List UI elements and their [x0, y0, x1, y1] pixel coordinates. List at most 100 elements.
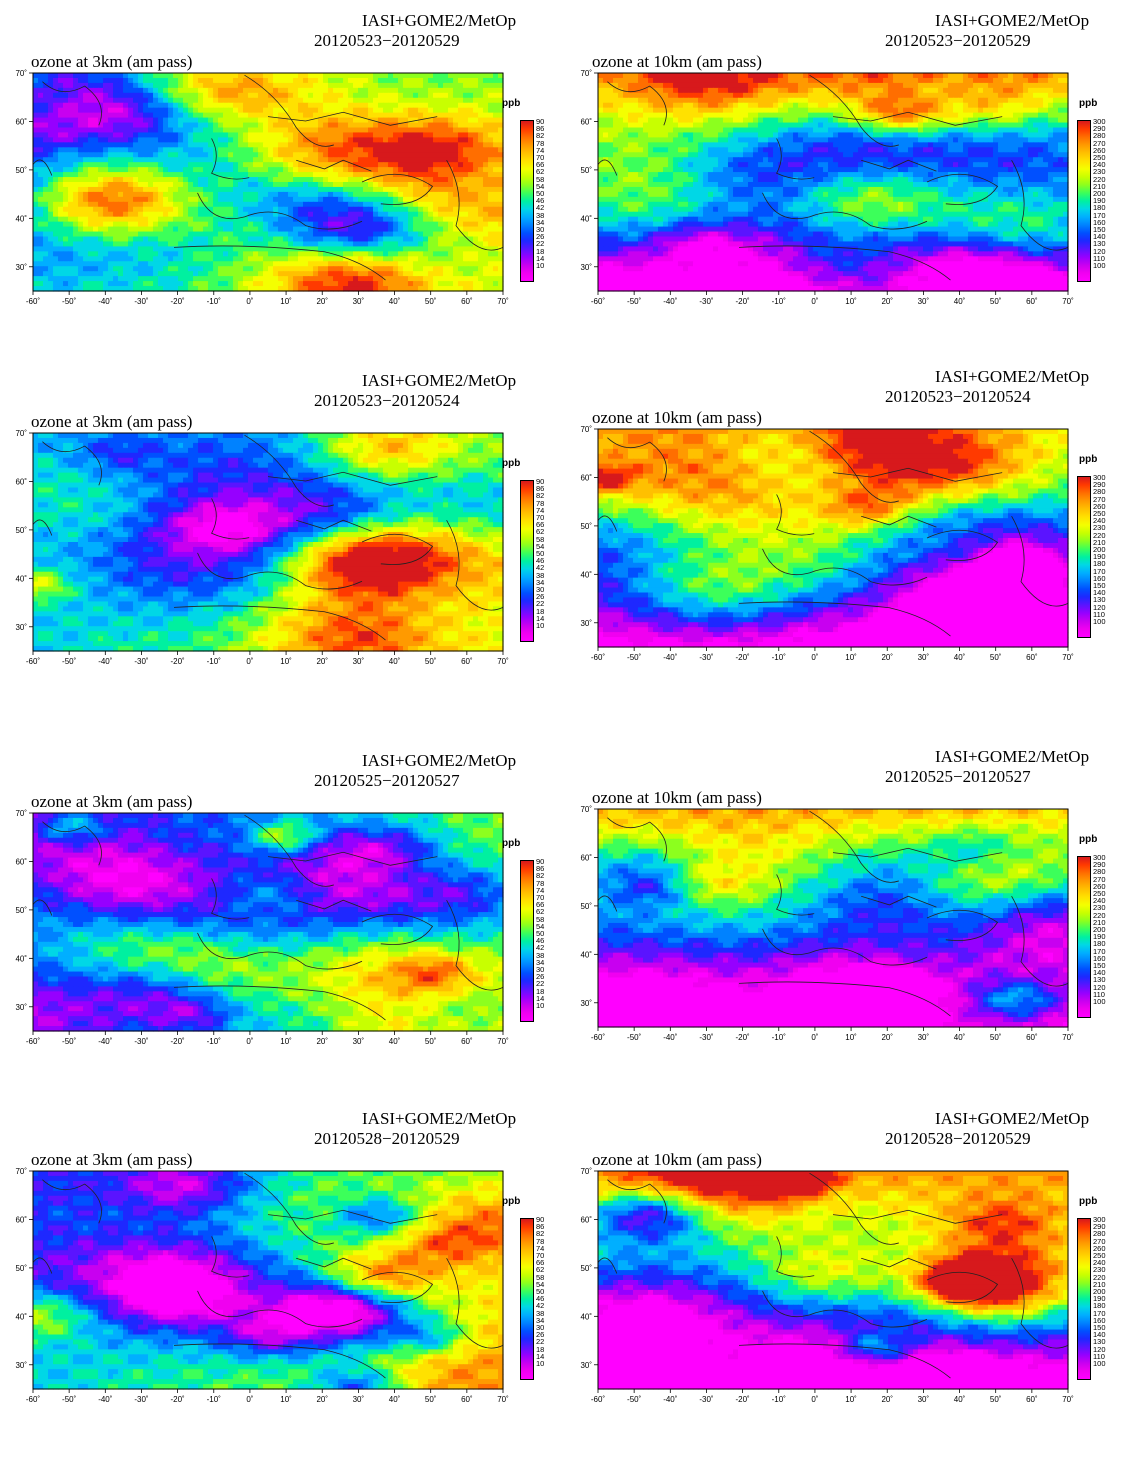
lat-tick-label: 40˚ [580, 1312, 592, 1321]
lon-tick-label: -10˚ [207, 297, 222, 306]
lat-tick-label: 70˚ [15, 69, 27, 78]
lon-tick-label: 30˚ [353, 1037, 365, 1046]
lon-tick-label: -30˚ [134, 297, 149, 306]
lon-tick-label: 30˚ [918, 297, 930, 306]
plot-title: ozone at 3km (am pass) [31, 412, 192, 432]
lon-tick-label: 50˚ [990, 1395, 1002, 1404]
lat-tick-label: 60˚ [15, 1215, 27, 1224]
lat-tick-label: 50˚ [15, 906, 27, 915]
lon-tick-label: 50˚ [425, 657, 437, 666]
ozone-map: -60˚-50˚-40˚-30˚-20˚-10˚0˚10˚20˚30˚40˚50… [568, 73, 1078, 319]
lon-tick-label: 50˚ [990, 1033, 1002, 1042]
unit-label: ppb [1079, 454, 1097, 465]
lon-tick-label: -50˚ [627, 1395, 642, 1404]
lon-tick-label: 0˚ [246, 657, 253, 666]
lon-tick-label: -30˚ [134, 1395, 149, 1404]
ozone-map: -60˚-50˚-40˚-30˚-20˚-10˚0˚10˚20˚30˚40˚50… [568, 1171, 1078, 1417]
lon-tick-label: -60˚ [26, 657, 41, 666]
lon-tick-label: -50˚ [62, 1395, 77, 1404]
date-range: 20120528−20120529 [314, 1130, 460, 1148]
product-title: IASI+GOME2/MetOp [362, 752, 516, 770]
unit-label: ppb [1079, 1196, 1097, 1207]
date-range: 20120523−20120529 [885, 32, 1031, 50]
lat-tick-label: 30˚ [580, 619, 592, 628]
lon-tick-label: -40˚ [663, 297, 678, 306]
unit-label: ppb [1079, 98, 1097, 109]
colorbar [1077, 856, 1091, 1018]
lon-tick-label: 20˚ [881, 653, 893, 662]
lon-tick-label: 0˚ [246, 297, 253, 306]
lon-tick-label: 0˚ [811, 653, 818, 662]
lon-tick-label: 40˚ [954, 653, 966, 662]
date-range: 20120528−20120529 [885, 1130, 1031, 1148]
lon-tick-label: 20˚ [316, 297, 328, 306]
plot-title: ozone at 3km (am pass) [31, 52, 192, 72]
lon-tick-label: 70˚ [497, 1037, 509, 1046]
colorbar-tick-label: 10 [536, 1360, 544, 1367]
lon-tick-label: -20˚ [170, 1037, 185, 1046]
lon-tick-label: 40˚ [389, 657, 401, 666]
lat-tick-label: 30˚ [15, 1003, 27, 1012]
lat-tick-label: 40˚ [15, 214, 27, 223]
colorbar-tick-label: 10 [536, 1002, 544, 1009]
lat-tick-label: 60˚ [580, 1215, 592, 1224]
lon-tick-label: -60˚ [26, 297, 41, 306]
lon-tick-label: 10˚ [280, 297, 292, 306]
lon-tick-label: 60˚ [461, 657, 473, 666]
lon-tick-label: -10˚ [772, 297, 787, 306]
plot-title: ozone at 10km (am pass) [592, 408, 762, 428]
product-title: IASI+GOME2/MetOp [935, 12, 1089, 30]
lon-tick-label: 30˚ [353, 297, 365, 306]
lon-tick-label: 0˚ [811, 1033, 818, 1042]
lon-tick-label: -50˚ [62, 297, 77, 306]
lon-tick-label: 60˚ [1026, 1395, 1038, 1404]
lon-tick-label: 70˚ [497, 1395, 509, 1404]
lon-tick-label: 70˚ [497, 657, 509, 666]
plot-title: ozone at 10km (am pass) [592, 1150, 762, 1170]
lon-tick-label: 10˚ [845, 1033, 857, 1042]
lon-tick-label: -40˚ [663, 653, 678, 662]
lat-tick-label: 70˚ [15, 1167, 27, 1176]
lat-tick-label: 70˚ [580, 805, 592, 814]
colorbar [1077, 1218, 1091, 1380]
lon-tick-label: 50˚ [425, 1037, 437, 1046]
lon-tick-label: 10˚ [280, 657, 292, 666]
date-range: 20120523−20120524 [885, 388, 1031, 406]
date-range: 20120523−20120524 [314, 392, 460, 410]
product-title: IASI+GOME2/MetOp [935, 368, 1089, 386]
lon-tick-label: 0˚ [246, 1395, 253, 1404]
lon-tick-label: 30˚ [918, 653, 930, 662]
lon-tick-label: -40˚ [663, 1033, 678, 1042]
lat-tick-label: 50˚ [15, 526, 27, 535]
lon-tick-label: 70˚ [1062, 1395, 1074, 1404]
lat-tick-label: 60˚ [15, 857, 27, 866]
lon-tick-label: -30˚ [134, 657, 149, 666]
lon-tick-label: 20˚ [316, 1395, 328, 1404]
lon-tick-label: 30˚ [918, 1033, 930, 1042]
ozone-map: -60˚-50˚-40˚-30˚-20˚-10˚0˚10˚20˚30˚40˚50… [568, 429, 1078, 675]
lat-tick-label: 30˚ [580, 263, 592, 272]
lat-tick-label: 70˚ [580, 69, 592, 78]
date-range: 20120525−20120527 [314, 772, 460, 790]
lon-tick-label: 70˚ [1062, 297, 1074, 306]
lon-tick-label: 60˚ [1026, 297, 1038, 306]
lon-tick-label: 40˚ [389, 1037, 401, 1046]
colorbar [1077, 476, 1091, 638]
ozone-map: -60˚-50˚-40˚-30˚-20˚-10˚0˚10˚20˚30˚40˚50… [3, 433, 513, 679]
colorbar-tick-label: 100 [1093, 998, 1106, 1005]
lon-tick-label: 40˚ [954, 297, 966, 306]
lat-tick-label: 70˚ [15, 809, 27, 818]
lon-tick-label: 60˚ [461, 297, 473, 306]
lat-tick-label: 60˚ [580, 473, 592, 482]
product-title: IASI+GOME2/MetOp [362, 1110, 516, 1128]
colorbar [1077, 120, 1091, 282]
ozone-map: -60˚-50˚-40˚-30˚-20˚-10˚0˚10˚20˚30˚40˚50… [3, 813, 513, 1059]
lat-tick-label: 70˚ [15, 429, 27, 438]
